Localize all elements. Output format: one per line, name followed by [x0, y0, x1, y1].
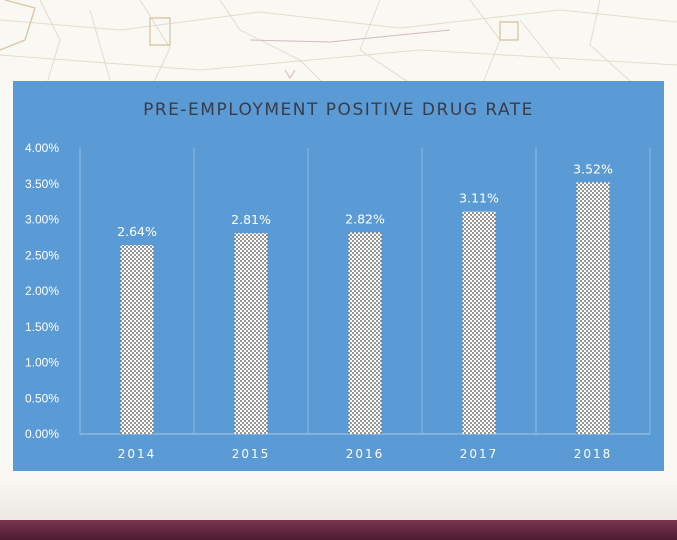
bar-2016: [348, 232, 382, 434]
data-label: 3.52%: [573, 161, 613, 176]
bar-2018: [576, 182, 610, 434]
data-label: 2.82%: [345, 211, 385, 226]
x-tick-label: 2014: [118, 447, 157, 461]
bar-2015: [234, 233, 268, 434]
y-tick-label: 2.00%: [25, 284, 59, 298]
y-tick-label: 0.50%: [25, 391, 59, 405]
x-tick-label: 2016: [346, 447, 385, 461]
bar-2017: [462, 211, 496, 434]
map-background: [0, 0, 677, 90]
y-tick-label: 3.00%: [25, 213, 59, 227]
data-label: 2.81%: [231, 212, 271, 227]
slide-footer-bar: [0, 520, 677, 540]
x-tick-label: 2017: [460, 447, 499, 461]
y-tick-label: 0.00%: [25, 427, 59, 441]
chart-title: PRE-EMPLOYMENT POSITIVE DRUG RATE: [143, 100, 534, 120]
x-tick-label: 2018: [574, 447, 613, 461]
y-tick-label: 4.00%: [25, 141, 59, 155]
y-tick-label: 3.50%: [25, 177, 59, 191]
data-label: 3.11%: [459, 191, 499, 206]
x-tick-label: 2015: [232, 447, 271, 461]
y-tick-label: 1.50%: [25, 320, 59, 334]
bar-2014: [120, 245, 154, 434]
data-label: 2.64%: [117, 224, 157, 239]
footer-shade: [0, 480, 677, 520]
y-tick-label: 2.50%: [25, 248, 59, 262]
y-tick-label: 1.00%: [25, 356, 59, 370]
